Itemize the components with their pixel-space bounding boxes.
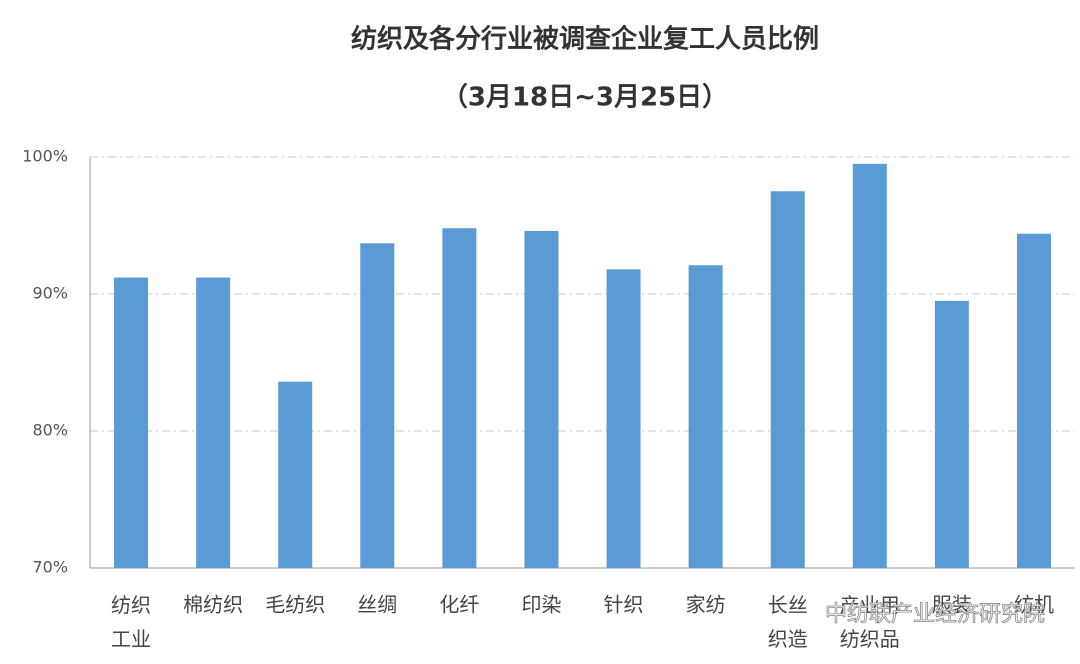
bar [442,228,477,569]
x-tick-label: 丝绸 [357,593,397,617]
x-tick-label: 产业用纺织品 [840,593,900,651]
x-tick-label: 家纺 [686,593,726,617]
watermark: 中纺联产业经济研究院 [825,602,1045,627]
bar [524,230,559,569]
x-tick-label: 长丝织造 [768,593,808,651]
bar [360,243,395,568]
bar [1016,233,1051,568]
x-tick-label: 纺机 [1014,593,1054,617]
bar [196,277,231,568]
bar [606,269,641,568]
x-tick-label: 纺织工业 [111,593,151,651]
y-tick-label: 100% [22,147,68,166]
x-tick-label: 针织 [604,593,644,617]
y-tick-label: 80% [32,421,68,440]
chart-subtitle: （3月18日~3月25日） [442,83,728,113]
x-tick-label: 化纤 [439,593,479,617]
bar [278,381,313,568]
x-tick-label: 毛纺织 [265,593,325,617]
x-tick-label: 服装 [932,593,972,617]
x-tick-label: 棉纺织 [183,593,243,617]
y-tick-label: 70% [32,558,68,577]
y-tick-label: 90% [32,284,68,303]
chart-title: 纺织及各分行业被调查企业复工人员比例 [351,24,819,55]
bar [114,277,149,568]
bar [934,300,969,568]
bar [688,265,723,568]
bar [852,163,887,568]
x-tick-label: 印染 [521,593,561,617]
bar [770,191,805,568]
